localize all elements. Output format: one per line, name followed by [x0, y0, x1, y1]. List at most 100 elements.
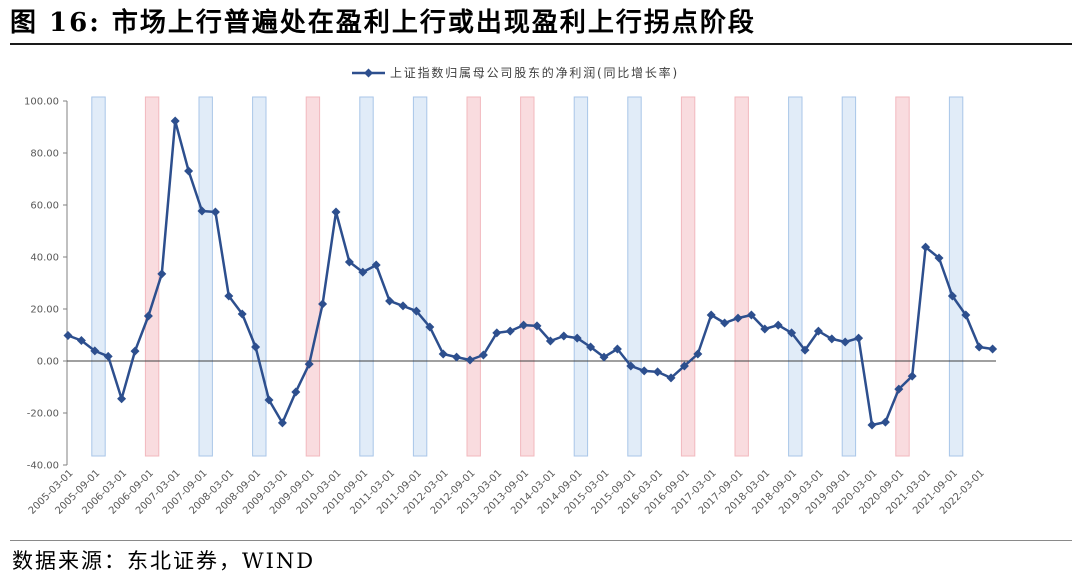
data-point: [907, 371, 917, 381]
series-line: [67, 119, 993, 427]
data-point: [425, 322, 435, 332]
legend-label: 上证指数归属母公司股东的净利润(同比增长率): [390, 65, 679, 80]
data-point: [760, 324, 770, 334]
data-point: [921, 242, 931, 252]
data-point: [264, 395, 274, 405]
shaded-band-pink: [734, 96, 749, 457]
data-point: [813, 326, 823, 336]
data-point: [532, 321, 542, 331]
y-axis-ticks: 100.00 80.00 60.00 40.00 20.00 0.00 -20.00 -40.…: [24, 97, 67, 472]
data-point: [545, 336, 555, 346]
data-point: [371, 260, 381, 270]
data-point: [840, 337, 850, 347]
data-point: [318, 299, 328, 309]
data-point: [76, 335, 86, 345]
data-point: [304, 359, 314, 369]
shaded-band-pink: [144, 96, 160, 457]
data-point: [867, 420, 877, 430]
x-axis-ticks: 2005-03-012005-09-012006-03-012006-09-01…: [27, 468, 987, 517]
shaded-band-blue: [198, 96, 213, 457]
y-tick-label: 20.00: [30, 305, 59, 316]
data-point: [465, 355, 475, 365]
data-point: [746, 310, 756, 320]
data-point: [492, 328, 502, 338]
y-tick-label: 0.00: [37, 357, 59, 368]
shaded-band-blue: [788, 96, 803, 457]
data-point: [880, 417, 890, 427]
data-point: [626, 361, 636, 371]
data-point: [679, 361, 689, 371]
data-point: [572, 333, 582, 343]
data-point: [612, 344, 622, 354]
data-point: [197, 206, 207, 216]
y-tick-label: 80.00: [30, 149, 59, 160]
shaded-bands: [91, 96, 964, 457]
data-point: [90, 346, 100, 356]
data-point: [103, 351, 113, 361]
data-point: [438, 349, 448, 359]
shaded-band-pink: [895, 96, 910, 457]
data-point: [117, 394, 127, 404]
shaded-band-blue: [91, 96, 106, 457]
data-point: [277, 418, 287, 428]
data-point: [988, 344, 998, 354]
data-point: [385, 296, 395, 306]
data-point: [358, 267, 368, 277]
shaded-band-blue: [359, 96, 374, 457]
data-point: [519, 320, 529, 330]
shaded-band-blue: [627, 96, 642, 457]
shaded-band-blue: [841, 96, 857, 457]
data-point: [653, 367, 663, 377]
title-divider: [10, 43, 1072, 45]
data-point: [599, 352, 609, 362]
data-point: [130, 346, 140, 356]
data-point: [827, 334, 837, 344]
y-tick-label: -40.00: [27, 461, 59, 472]
y-tick-label: 60.00: [30, 201, 59, 212]
data-point: [733, 313, 743, 323]
data-point: [559, 331, 569, 341]
data-point: [184, 166, 194, 176]
data-point: [947, 291, 957, 301]
data-point: [398, 301, 408, 311]
data-point: [251, 342, 261, 352]
legend-marker-diamond-icon: [364, 68, 373, 78]
shaded-band-pink: [466, 96, 481, 457]
figure-title: 图 16: 市场上行普遍处在盈利上行或出现盈利上行拐点阶段: [10, 8, 756, 38]
axes: [66, 101, 996, 465]
data-point: [63, 331, 73, 341]
data-point: [237, 309, 247, 319]
data-point: [720, 318, 730, 328]
data-point: [452, 352, 462, 362]
shaded-band-pink: [680, 96, 696, 457]
data-point: [800, 345, 810, 355]
data-point: [894, 384, 904, 394]
shaded-band-blue: [948, 96, 964, 457]
y-tick-label: -20.00: [27, 409, 59, 420]
y-tick-label: 40.00: [30, 253, 59, 264]
shaded-band-pink: [520, 96, 535, 457]
data-point: [478, 350, 488, 360]
data-point: [224, 291, 234, 301]
data-point: [854, 333, 864, 343]
data-point: [586, 342, 596, 352]
data-point: [157, 269, 167, 279]
data-point: [693, 349, 703, 359]
data-point: [143, 311, 153, 321]
data-point: [934, 253, 944, 263]
data-point: [787, 328, 797, 338]
shaded-band-blue: [252, 96, 267, 457]
data-point: [331, 207, 341, 217]
legend: 上证指数归属母公司股东的净利润(同比增长率): [352, 65, 679, 80]
shaded-band-blue: [412, 96, 428, 457]
data-point: [666, 373, 676, 383]
shaded-band-blue: [573, 96, 589, 457]
shaded-band-pink: [305, 96, 321, 457]
data-point: [961, 310, 971, 320]
data-point: [411, 306, 421, 316]
y-tick-label: 100.00: [24, 97, 59, 108]
source-note: 数据来源：东北证券，WIND: [12, 549, 316, 573]
data-point: [505, 326, 515, 336]
data-point: [291, 387, 301, 397]
